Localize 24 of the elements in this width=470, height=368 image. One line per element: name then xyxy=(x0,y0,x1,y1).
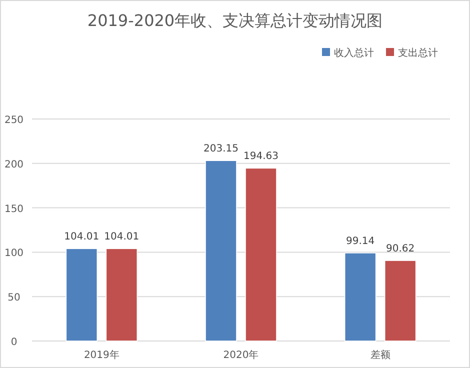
data-label: 104.01 xyxy=(104,232,140,243)
y-tick-label: 0 xyxy=(10,337,18,348)
x-tick-label: 2020年 xyxy=(223,349,259,361)
legend-label: 收入总计 xyxy=(334,47,374,59)
chart-title: 2019-2020年收、支决算总计变动情况图 xyxy=(87,11,383,30)
bar xyxy=(384,260,416,342)
data-label: 203.15 xyxy=(204,144,238,155)
y-tick-label: 200 xyxy=(4,159,24,170)
y-tick-label: 250 xyxy=(4,115,24,126)
bar xyxy=(205,160,237,342)
y-tick-label: 150 xyxy=(4,204,24,215)
bar xyxy=(66,248,98,342)
data-label: 99.14 xyxy=(346,236,375,247)
bar xyxy=(106,248,138,342)
y-tick-label: 100 xyxy=(4,248,24,260)
x-tick-label: 2019年 xyxy=(84,349,120,361)
bar xyxy=(344,252,376,342)
x-tick-label: 差额 xyxy=(370,349,390,361)
data-label: 90.62 xyxy=(386,244,415,255)
bar xyxy=(245,168,277,342)
data-label: 104.01 xyxy=(64,232,100,243)
legend-label: 支出总计 xyxy=(398,47,438,59)
y-tick-label: 50 xyxy=(8,292,20,304)
data-label: 194.63 xyxy=(244,151,278,162)
